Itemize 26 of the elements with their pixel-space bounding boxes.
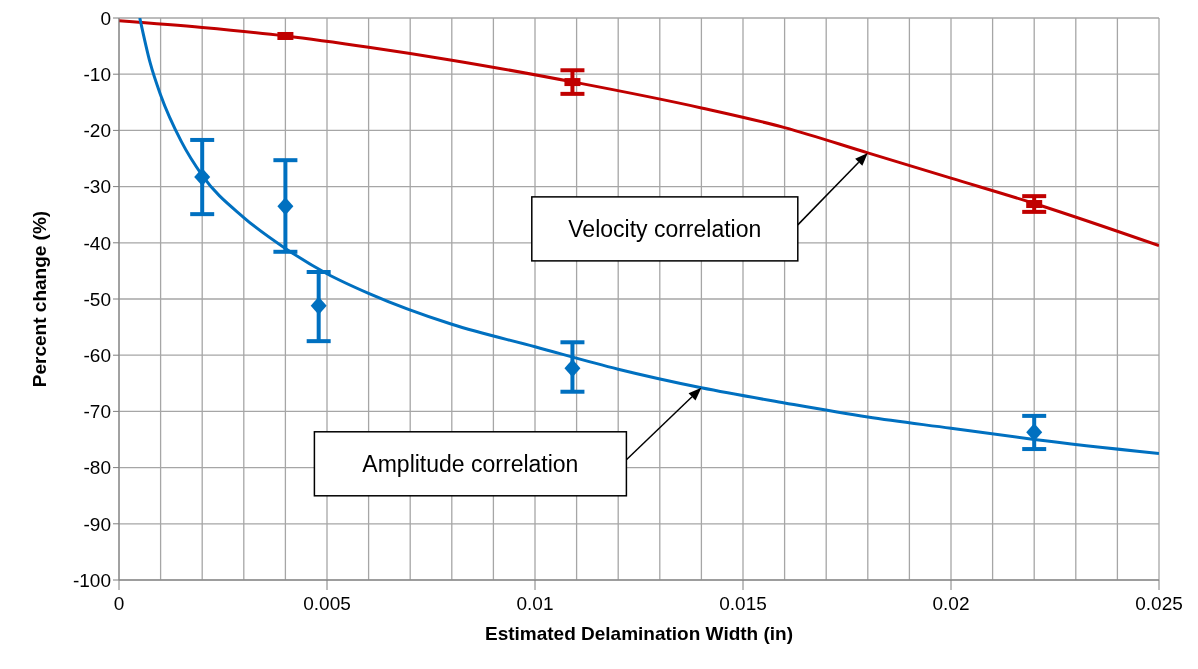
y-tick-label: -70 [83,401,111,423]
annotation: Velocity correlation [568,215,762,242]
point [194,168,211,187]
annotation: Amplitude correlation [362,450,579,477]
y-tick-label: -90 [83,513,111,535]
x-tick-label: 0.02 [932,593,970,614]
x-tick-label: 0.015 [719,593,767,614]
y-tick-label: -10 [83,63,111,85]
x-tick-label: 0.01 [516,593,554,614]
y-tick-label: -60 [83,344,111,366]
point [564,359,581,378]
x-tick-label: 0 [113,593,125,614]
y-tick-label: -20 [83,120,111,142]
line-series [138,18,1159,456]
y-tick-label: -30 [83,176,111,198]
point [310,296,327,315]
x-tick-label: 0.025 [1135,593,1183,614]
y-tick-label: -50 [83,288,111,310]
y-tick-label: -40 [83,232,111,254]
point [277,197,294,216]
y-tick-label: 0 [100,7,111,29]
y-tick-label: -80 [83,457,111,479]
x-axis-title: Estimated Delamination Width (in) [484,623,794,644]
y-tick-label: -100 [72,569,111,591]
x-tick-label: 0.005 [303,593,351,614]
y-axis-title: Percent change (%) [28,210,50,388]
